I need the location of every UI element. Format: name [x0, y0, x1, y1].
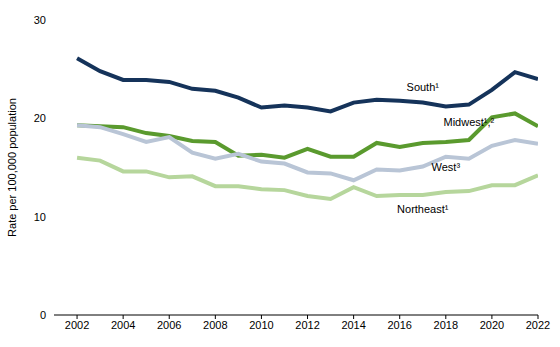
- svg-text:10: 10: [34, 211, 46, 223]
- svg-text:Rate per 100,000 population: Rate per 100,000 population: [6, 98, 18, 237]
- svg-text:2002: 2002: [65, 319, 89, 331]
- svg-text:2014: 2014: [341, 319, 365, 331]
- svg-text:2018: 2018: [434, 319, 458, 331]
- svg-text:30: 30: [34, 14, 46, 26]
- svg-text:2012: 2012: [295, 319, 319, 331]
- svg-text:2008: 2008: [203, 319, 227, 331]
- svg-text:2022: 2022: [526, 319, 550, 331]
- svg-text:2004: 2004: [111, 319, 135, 331]
- svg-text:0: 0: [40, 309, 46, 321]
- svg-text:Northeast¹: Northeast¹: [397, 203, 449, 215]
- svg-text:2016: 2016: [387, 319, 411, 331]
- svg-text:Midwest¹,²: Midwest¹,²: [443, 116, 494, 128]
- svg-text:2010: 2010: [249, 319, 273, 331]
- svg-text:South¹: South¹: [407, 81, 440, 93]
- svg-text:2020: 2020: [480, 319, 504, 331]
- svg-text:West³: West³: [432, 161, 461, 173]
- svg-text:2006: 2006: [157, 319, 181, 331]
- svg-text:20: 20: [34, 112, 46, 124]
